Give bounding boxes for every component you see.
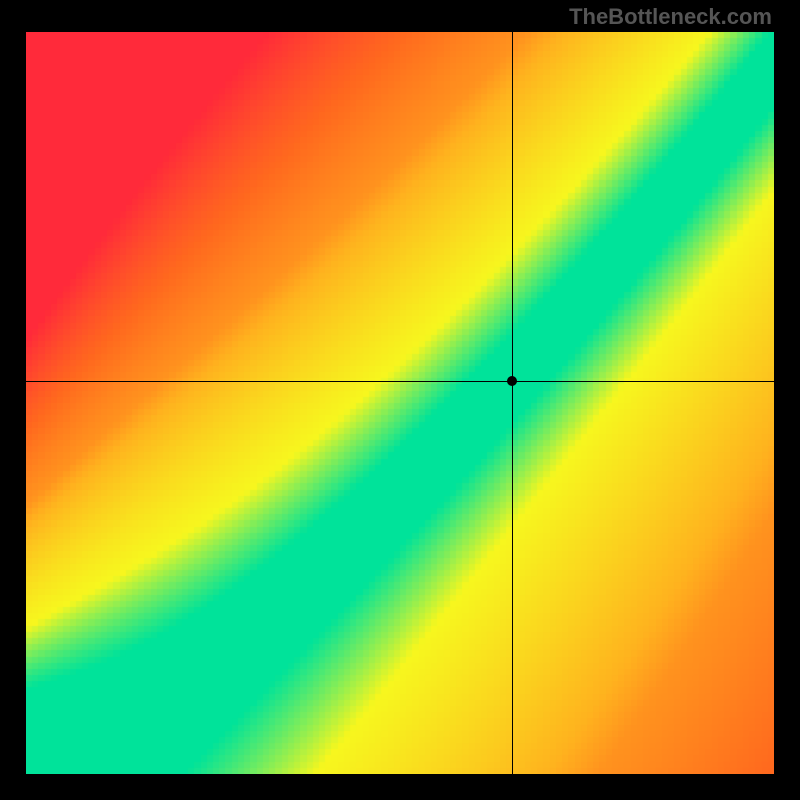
crosshair-vertical: [512, 32, 513, 774]
heatmap-plot: [26, 32, 774, 774]
watermark-text: TheBottleneck.com: [569, 4, 772, 30]
crosshair-horizontal: [26, 381, 774, 382]
chart-container: TheBottleneck.com: [0, 0, 800, 800]
crosshair-marker: [507, 376, 517, 386]
heatmap-canvas: [26, 32, 774, 774]
